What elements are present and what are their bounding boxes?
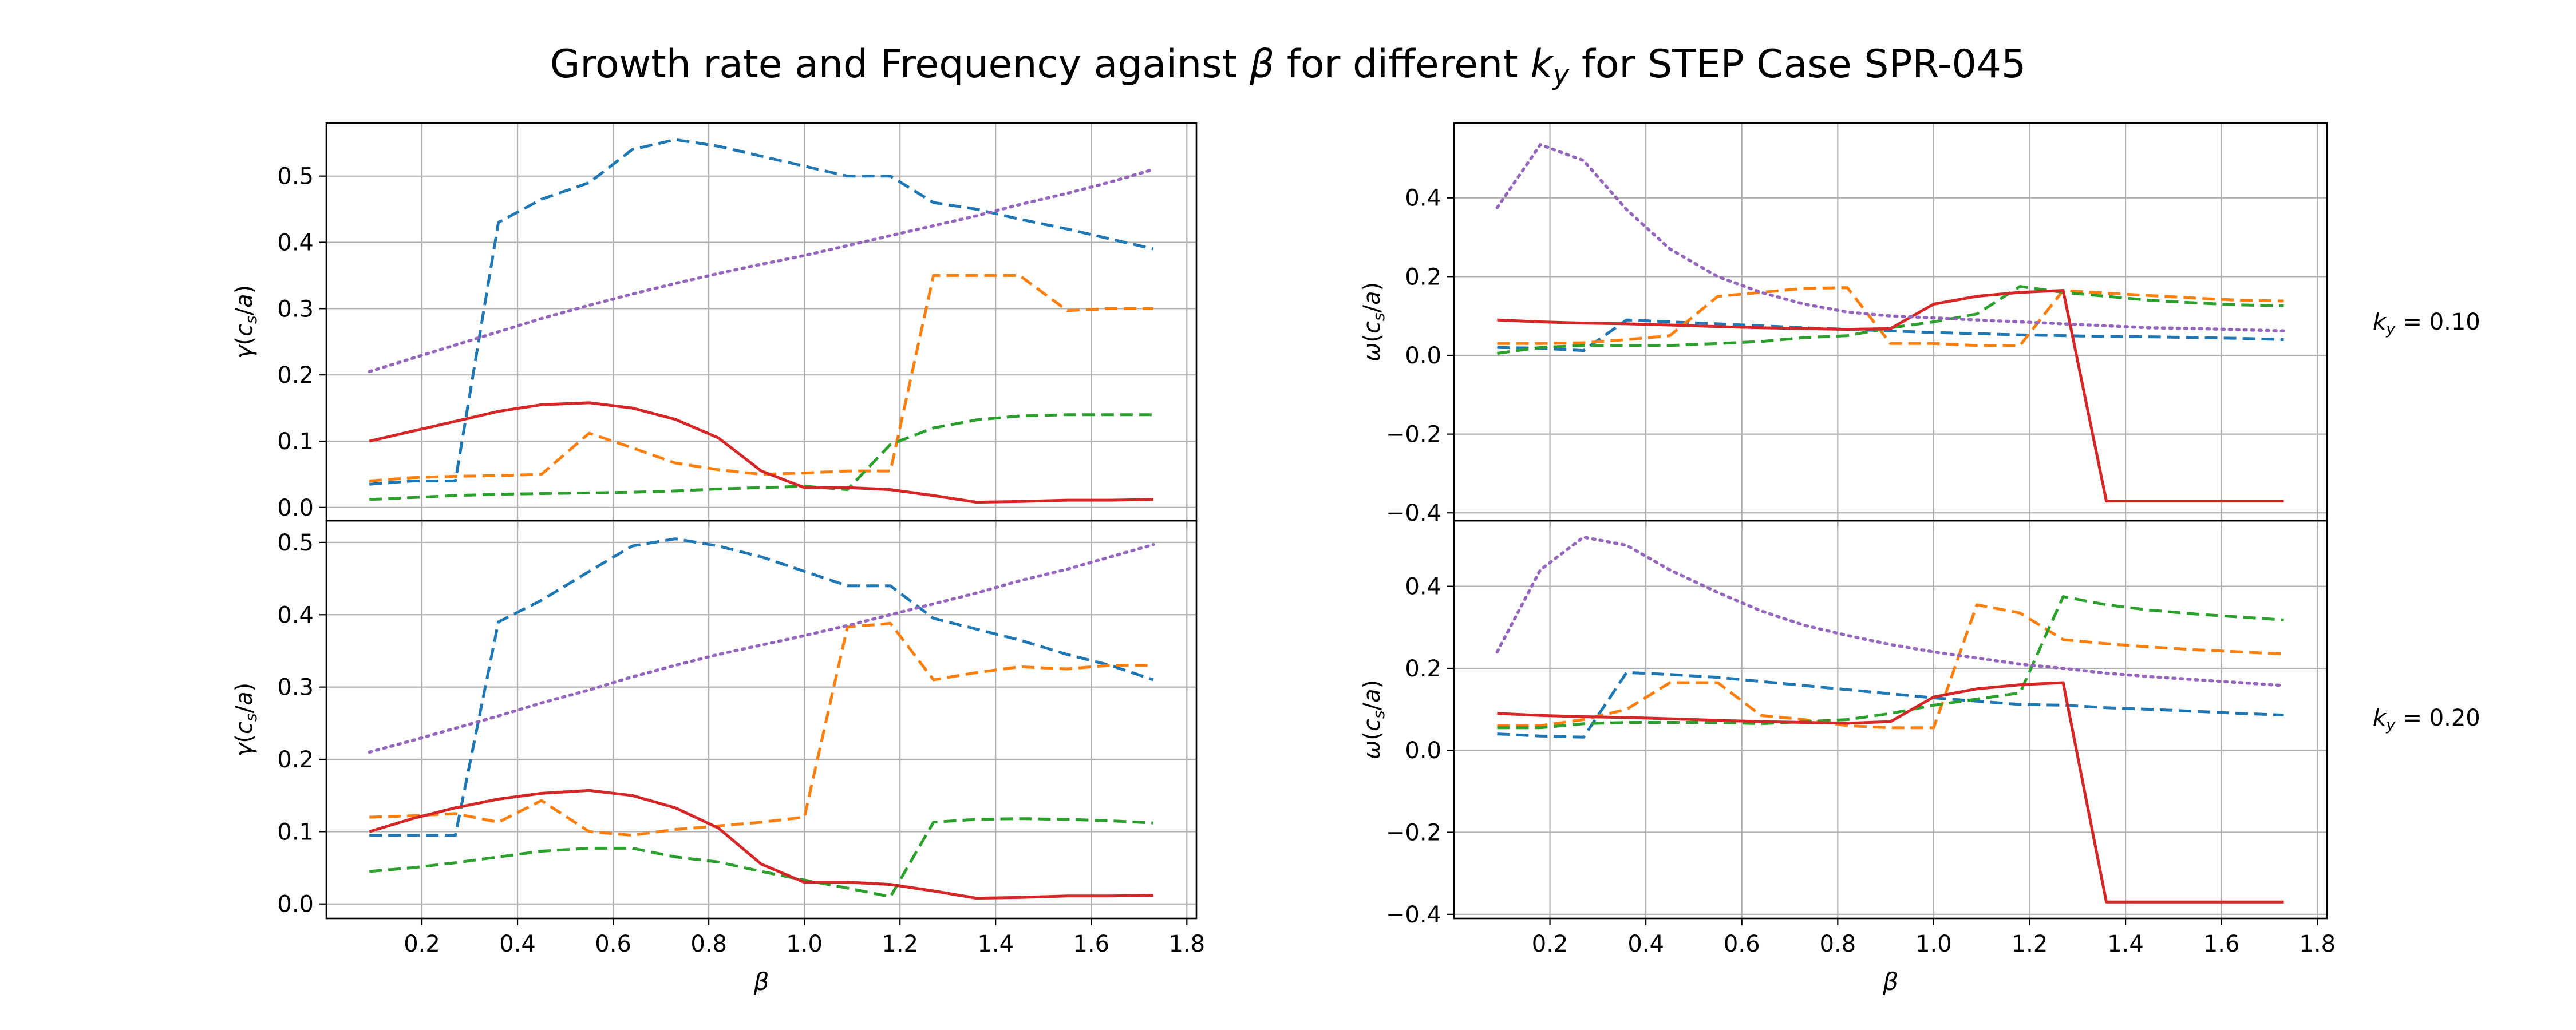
series-group xyxy=(368,537,1155,900)
y-tick-label: 0.0 xyxy=(1405,343,1441,369)
y-tick-label: 0.0 xyxy=(1405,738,1441,764)
y-tick-label: 0.4 xyxy=(1405,574,1441,600)
series-line-red xyxy=(369,401,1153,504)
x-tick-label: 0.4 xyxy=(499,931,536,957)
series-line-purple xyxy=(1495,535,2286,687)
series-group xyxy=(1495,143,2286,503)
y-tick-label: 0.4 xyxy=(277,602,314,628)
y-axis-label: ω(cs/a) xyxy=(1359,680,1388,759)
series-line-purple xyxy=(368,542,1155,754)
y-tick-label: −0.2 xyxy=(1386,422,1441,448)
y-tick-label: 0.3 xyxy=(277,675,314,701)
x-tick-label: 0.4 xyxy=(1627,931,1664,957)
x-axis-label: β xyxy=(1882,968,1898,996)
y-tick-label: 0.2 xyxy=(277,747,314,773)
y-axis-label: ω(cs/a) xyxy=(1359,282,1388,362)
series-line-orange xyxy=(369,621,1153,837)
series-line-purple xyxy=(368,168,1155,374)
panel-growth-rate-ky-0.20: 0.2 0.4 0.6 0.8 1.0 1.2 1.4 1.6 1.8 0.0 0.1 0.2 0.3 0… xyxy=(231,520,1205,996)
x-tick-label: 0.6 xyxy=(1724,931,1760,957)
series-line-blue xyxy=(1497,671,2284,739)
y-tick-label: 0.1 xyxy=(277,819,314,845)
x-axis-label: β xyxy=(753,968,769,996)
x-tick-label: 1.6 xyxy=(1073,931,1109,957)
series-line-blue xyxy=(369,138,1154,486)
series-group xyxy=(1495,535,2286,904)
x-tick-label: 1.6 xyxy=(2203,931,2240,957)
series-line-blue xyxy=(369,537,1154,837)
x-tick-label: 1.2 xyxy=(2012,931,2048,957)
x-tick-label: 0.8 xyxy=(1820,931,1856,957)
series-line-red xyxy=(1497,681,2284,904)
y-tick-label: 0.3 xyxy=(277,296,314,322)
x-tick-label: 0.8 xyxy=(690,931,727,957)
series-line-purple xyxy=(1495,143,2286,333)
series-group xyxy=(368,138,1155,504)
y-tick-label: 0.0 xyxy=(277,495,314,521)
y-tick-label: 0.5 xyxy=(277,530,314,556)
y-tick-label: 0.2 xyxy=(1405,656,1441,682)
x-tick-label: 1.4 xyxy=(2107,931,2144,957)
series-line-green xyxy=(369,817,1153,898)
series-line-green xyxy=(1497,595,2284,730)
y-axis-label: γ(cs/a) xyxy=(231,285,260,359)
x-tick-label: 1.0 xyxy=(1915,931,1952,957)
panel-frequency-ky-0.20: 0.2 0.4 0.6 0.8 1.0 1.2 1.4 1.6 1.8 −0.4 −0.2 0.0 0.… xyxy=(1359,520,2336,996)
x-tick-label: 1.4 xyxy=(977,931,1014,957)
y-tick-label: −0.4 xyxy=(1386,500,1441,526)
x-tick-label: 0.2 xyxy=(1532,931,1568,957)
series-line-red xyxy=(1497,289,2284,503)
axes-frame xyxy=(325,520,1198,920)
axes-frame xyxy=(1453,520,2328,920)
x-tick-label: 1.8 xyxy=(1168,931,1205,957)
y-tick-label: 0.4 xyxy=(1405,185,1441,212)
x-tick-label: 1.2 xyxy=(882,931,918,957)
figure-title: Growth rate and Frequency against β for … xyxy=(550,42,2026,91)
y-axis-label: γ(cs/a) xyxy=(231,683,260,756)
y-tick-label: 0.2 xyxy=(277,362,314,389)
panel-frequency-ky-0.10: −0.4 −0.2 0.0 0.2 0.4 ω(cs/a) xyxy=(1359,122,2328,528)
series-line-orange xyxy=(1497,286,2284,347)
y-tick-label: 0.0 xyxy=(277,892,314,918)
series-line-blue xyxy=(1497,318,2284,352)
y-tick-label: 0.1 xyxy=(277,429,314,455)
series-line-green xyxy=(1497,285,2284,355)
row-label-ky-0.10: ky = 0.10 xyxy=(2373,309,2480,338)
y-tick-label: 0.4 xyxy=(277,230,314,256)
y-tick-label: −0.4 xyxy=(1386,902,1441,928)
x-tick-label: 1.8 xyxy=(2299,931,2336,957)
x-tick-label: 1.0 xyxy=(786,931,823,957)
panel-growth-rate-ky-0.10: 0.0 0.1 0.2 0.3 0.4 0.5 γ(cs/a) xyxy=(231,122,1198,528)
y-tick-label: −0.2 xyxy=(1386,820,1441,846)
y-tick-label: 0.5 xyxy=(277,164,314,190)
x-tick-label: 0.6 xyxy=(595,931,631,957)
row-label-ky-0.20: ky = 0.20 xyxy=(2373,705,2480,734)
x-tick-label: 0.2 xyxy=(404,931,440,957)
series-line-red xyxy=(369,789,1153,900)
y-tick-label: 0.2 xyxy=(1405,264,1441,290)
